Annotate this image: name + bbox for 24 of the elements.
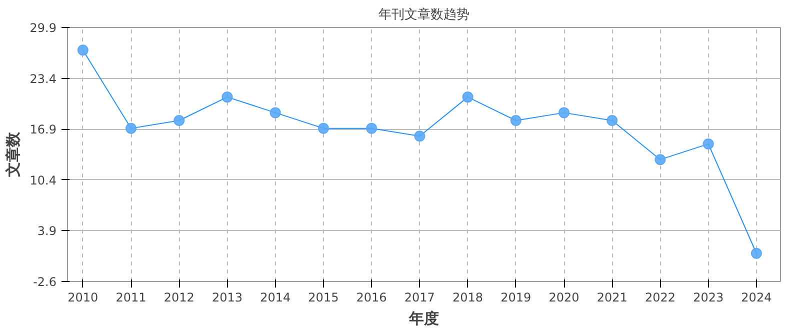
x-tick-label: 2014 (260, 290, 291, 304)
y-tick-label: 23.4 (30, 72, 56, 86)
x-tick-label: 2010 (68, 290, 98, 304)
x-tick-label: 2016 (356, 290, 387, 304)
x-tick-label: 2012 (164, 290, 194, 304)
x-tick-label: 2015 (308, 290, 339, 304)
x-tick-label: 2022 (644, 290, 676, 304)
y-tick-label: 16.9 (30, 122, 56, 137)
y-tick-label: 10.4 (30, 173, 56, 188)
x-tick-label: 2021 (596, 290, 628, 304)
x-tick-label: 2017 (404, 290, 435, 304)
y-tick-label: -2.6 (33, 275, 57, 289)
x-tick-label: 2024 (741, 290, 772, 304)
x-tick-label: 2011 (116, 290, 146, 304)
x-tick-label: 2013 (212, 290, 243, 304)
x-tick-label: 2018 (452, 290, 484, 304)
x-tick-label: 2023 (693, 290, 724, 304)
x-axis-title: 年度 (408, 310, 439, 328)
y-tick-label: 3.9 (37, 224, 57, 238)
y-tick-label: 29.9 (30, 21, 56, 35)
x-tick-label: 2019 (500, 290, 532, 304)
x-tick-label: 2020 (548, 290, 580, 304)
y-axis-title: 文章数 (4, 131, 22, 178)
chart-title: 年刊文章数趋势 (378, 8, 470, 22)
